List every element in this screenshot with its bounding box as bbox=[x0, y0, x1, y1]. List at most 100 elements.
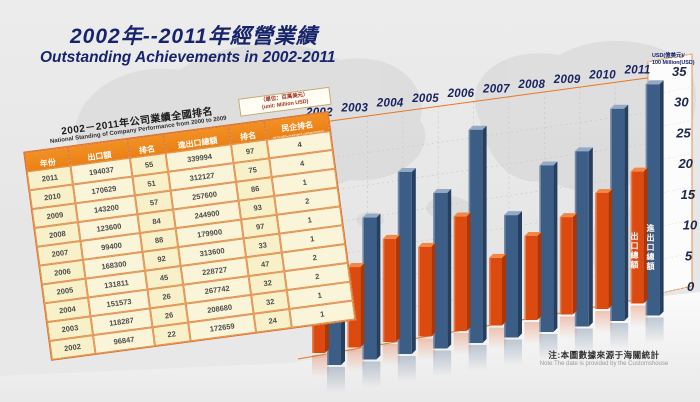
bar-highlight bbox=[574, 151, 577, 327]
bar-top-face bbox=[559, 213, 577, 218]
bar-reflection bbox=[397, 356, 416, 382]
map-island bbox=[356, 212, 384, 228]
axis-gridline bbox=[647, 119, 693, 130]
bar-highlight bbox=[382, 238, 385, 342]
bar-group-2008 bbox=[524, 161, 558, 360]
bar-highlight bbox=[468, 129, 471, 343]
bar-side-face bbox=[431, 242, 436, 337]
year-label-2003: 2003 bbox=[340, 102, 368, 114]
bar-group-2005 bbox=[418, 188, 452, 377]
bar-reflection bbox=[468, 345, 487, 371]
performance-table: 年份year出口額export volume排名ranking進出口總額expo… bbox=[23, 111, 357, 361]
bar-reflection bbox=[453, 333, 471, 355]
bar-highlight bbox=[453, 216, 456, 331]
bar-top-face bbox=[574, 147, 593, 152]
year-label-2006: 2006 bbox=[447, 88, 475, 100]
bar-highlight bbox=[433, 192, 435, 349]
axis-gridline bbox=[647, 86, 693, 96]
bar-front-face bbox=[433, 192, 448, 349]
bar-top-face bbox=[397, 167, 416, 172]
bar-highlight bbox=[539, 165, 541, 332]
year-label-2009: 2009 bbox=[553, 74, 581, 86]
bar-highlight bbox=[362, 217, 364, 360]
bar-top-face bbox=[539, 161, 558, 166]
bar-group-2010 bbox=[595, 104, 629, 349]
bar-group-2004 bbox=[382, 167, 416, 382]
bar-side-face bbox=[588, 147, 593, 327]
bar-reflection bbox=[630, 305, 648, 328]
bar-front-face bbox=[574, 151, 589, 327]
bar-highlight bbox=[418, 246, 420, 337]
gridline bbox=[297, 142, 651, 196]
bar-side-face bbox=[537, 231, 542, 320]
bar-front-face bbox=[645, 84, 660, 316]
y-tick-label: 0 bbox=[687, 279, 695, 294]
y-tick-label: 20 bbox=[677, 156, 693, 171]
bar-front-face bbox=[539, 165, 554, 332]
year-label-2005: 2005 bbox=[411, 93, 439, 105]
bar-front-face bbox=[610, 108, 625, 321]
bar-highlight bbox=[610, 108, 612, 321]
year-label-2010: 2010 bbox=[588, 69, 616, 81]
y-axis-unit-label: USD(億美元)/ bbox=[652, 51, 685, 59]
bar-front-face bbox=[468, 129, 483, 343]
y-tick-label: 35 bbox=[672, 64, 687, 79]
bar-reflection bbox=[382, 344, 400, 366]
bar-top-face bbox=[453, 212, 471, 217]
bar-side-face bbox=[447, 188, 452, 349]
bar-group-2007 bbox=[489, 211, 522, 366]
bar-front-face bbox=[595, 192, 609, 309]
year-label-2004: 2004 bbox=[376, 98, 404, 110]
bar-reflection bbox=[418, 338, 436, 361]
bar-top-face bbox=[362, 213, 381, 218]
bar-top-face bbox=[524, 231, 542, 236]
year-axis-line bbox=[293, 75, 663, 127]
bar-top-face bbox=[504, 211, 522, 216]
bar-top-face bbox=[468, 125, 487, 130]
axis-gridline bbox=[647, 53, 693, 63]
bar-top-face bbox=[645, 80, 664, 85]
bar-highlight bbox=[524, 235, 526, 320]
bar-highlight bbox=[489, 257, 491, 326]
bar-side-face bbox=[376, 213, 381, 360]
axis-gridline bbox=[647, 285, 693, 297]
gridline bbox=[297, 173, 651, 229]
bar-reflection bbox=[645, 317, 664, 344]
bar-front-face bbox=[559, 217, 573, 315]
bar-front-face bbox=[418, 246, 432, 337]
bar-top-face bbox=[489, 253, 506, 258]
axis-gridline bbox=[647, 153, 693, 163]
bar-side-face bbox=[502, 253, 506, 326]
year-label-2008: 2008 bbox=[517, 79, 545, 91]
source-note-zh: 注:本圖數據來源于海關統計 bbox=[548, 350, 660, 360]
bar-reflection bbox=[489, 327, 506, 350]
y-tick-label: 5 bbox=[685, 248, 693, 263]
y-tick-label: 30 bbox=[674, 95, 689, 110]
source-note-en: Note:The date is provided by the Customs… bbox=[539, 361, 669, 367]
legend-export-label: 出口總額 bbox=[630, 232, 639, 270]
bar-side-face bbox=[482, 125, 487, 343]
bar-reflection bbox=[433, 350, 452, 377]
bar-reflection bbox=[362, 361, 381, 388]
bar-group-2011 bbox=[630, 80, 664, 344]
legend-total-label: 進出口總額 bbox=[646, 224, 655, 272]
map-island bbox=[426, 196, 470, 220]
bar-top-face bbox=[418, 242, 436, 247]
bar-highlight bbox=[559, 217, 562, 315]
bar-front-face bbox=[382, 238, 396, 342]
bar-reflection bbox=[312, 355, 329, 377]
cell-value: 24 bbox=[253, 308, 292, 333]
bar-group-2006 bbox=[453, 125, 487, 371]
bar-front-face bbox=[489, 257, 502, 326]
bar-reflection bbox=[524, 322, 542, 344]
bar-reflection bbox=[559, 316, 577, 339]
page-title: 2002年--2011年經營業績 bbox=[70, 25, 318, 48]
axis-gridline bbox=[647, 186, 693, 197]
bar-side-face bbox=[518, 211, 522, 338]
bar-side-face bbox=[659, 80, 664, 316]
bar-top-face bbox=[610, 104, 629, 109]
bar-front-face bbox=[504, 215, 518, 338]
bar-side-face bbox=[395, 234, 400, 342]
source-note: 注:本圖數據來源于海關統計 Note:The date is provided … bbox=[520, 349, 688, 367]
bar-highlight bbox=[504, 215, 506, 338]
